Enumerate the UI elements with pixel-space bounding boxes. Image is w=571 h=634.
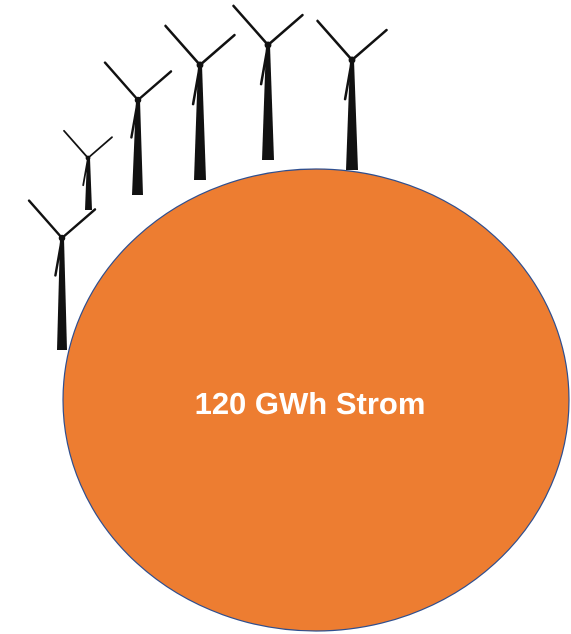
illustration: 120 GWh Strom: [0, 0, 571, 634]
page: 120 GWh Strom (() => { const data = JSON…: [0, 0, 571, 634]
energy-label: 120 GWh Strom: [195, 386, 426, 421]
